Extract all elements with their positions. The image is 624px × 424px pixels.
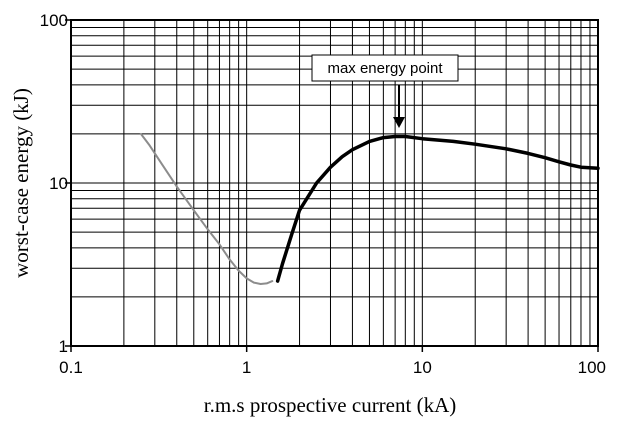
x-tick-label: 100	[578, 358, 606, 377]
x-axis-title: r.m.s prospective current (kA)	[204, 393, 457, 417]
x-tick-label: 1	[242, 358, 251, 377]
series-line-1	[141, 134, 272, 284]
y-tick-label: 1	[59, 337, 68, 356]
y-tick-label: 10	[49, 174, 68, 193]
annotation-label: max energy point	[327, 60, 443, 77]
annotation: max energy point	[312, 55, 458, 128]
y-tick-label: 100	[40, 11, 68, 30]
y-axis-title: worst-case energy (kJ)	[9, 88, 33, 278]
series-line-2	[278, 137, 598, 282]
x-tick-label: 10	[413, 358, 432, 377]
x-tick-label: 0.1	[59, 358, 83, 377]
